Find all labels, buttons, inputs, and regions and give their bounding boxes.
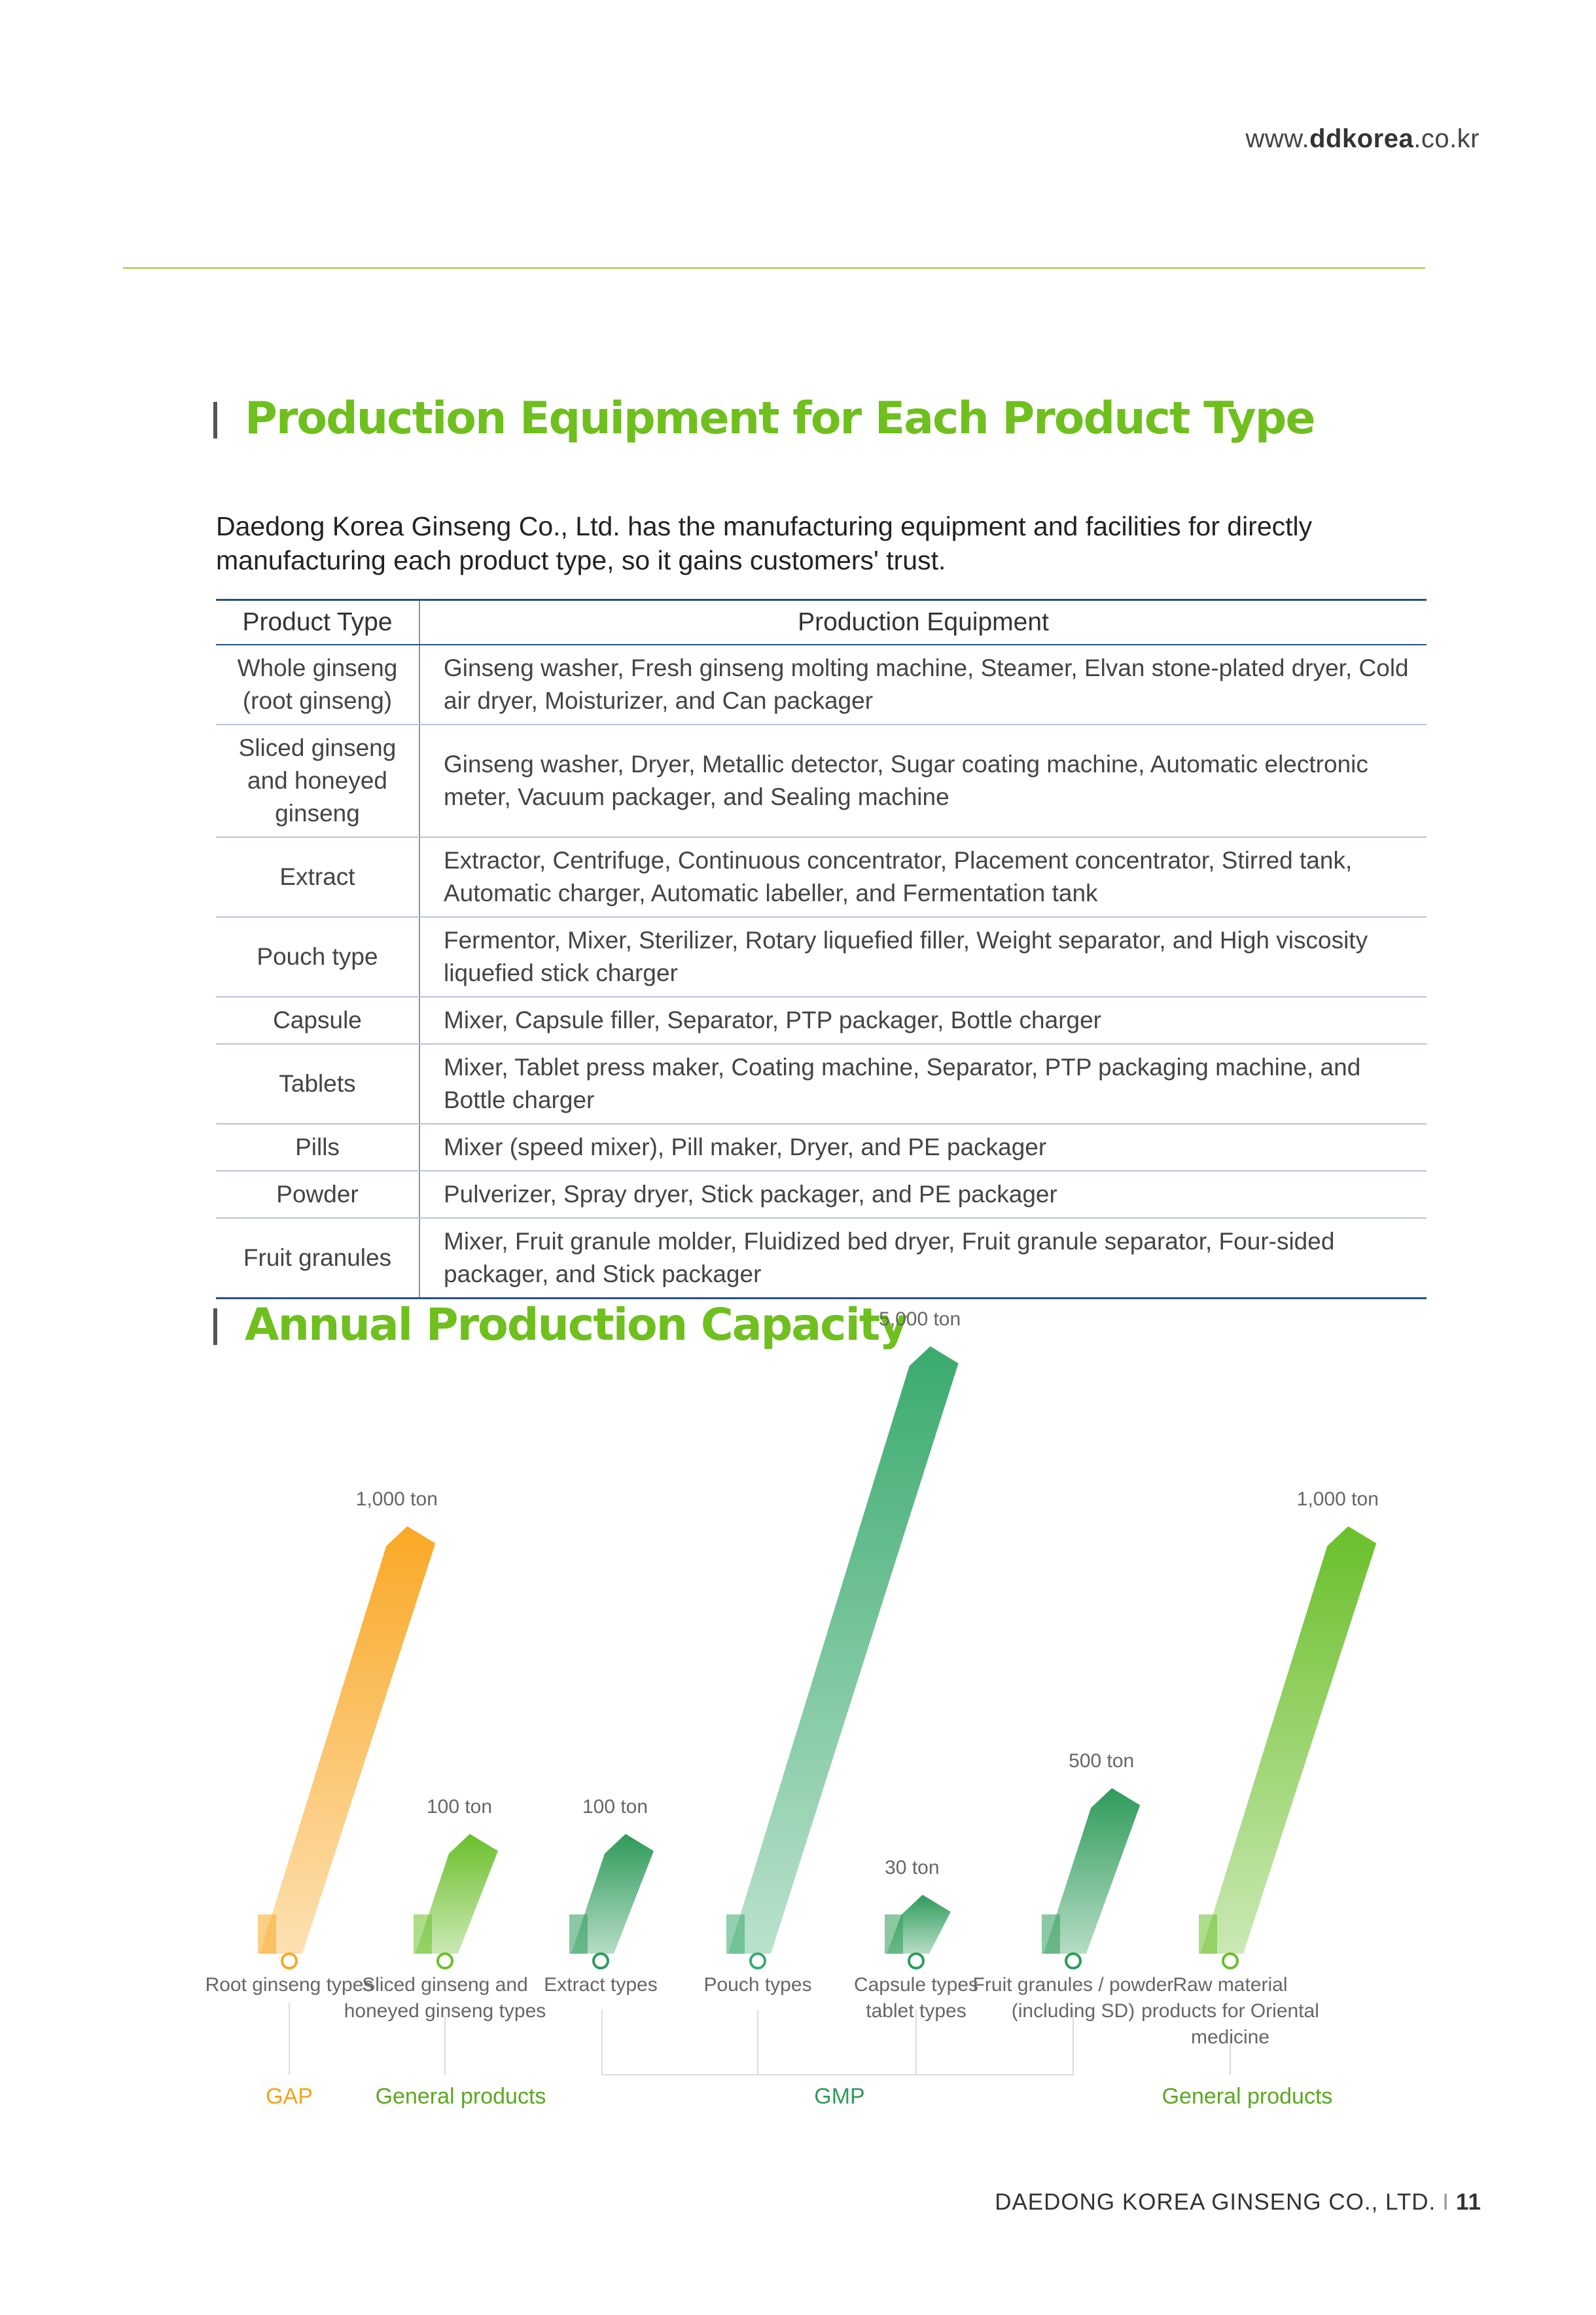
- bar-value-label: 100 ton: [582, 1796, 648, 1818]
- category-label: Extract types: [544, 1974, 657, 1996]
- production-equipment-cell: Extractor, Centrifuge, Continuous concen…: [419, 837, 1427, 918]
- category-label: Raw material: [1173, 1974, 1287, 1996]
- product-type-cell: Powder: [216, 1171, 420, 1219]
- equipment-section-title: Production Equipment for Each Product Ty…: [213, 393, 1316, 444]
- group-label: General products: [1162, 2084, 1333, 2109]
- capacity-section-title: Annual Production Capacity: [213, 1299, 908, 1351]
- category-label: medicine: [1191, 2026, 1269, 2048]
- group-label: GMP: [814, 2084, 864, 2109]
- product-type-cell: Pills: [216, 1124, 420, 1172]
- capacity-bar: [728, 1346, 959, 1954]
- title-bar-mark: [213, 402, 217, 439]
- product-type-cell: Sliced ginseng and honeyed ginseng: [216, 725, 420, 838]
- category-label: Fruit granules / powder: [973, 1974, 1174, 1996]
- category-label: Pouch types: [703, 1974, 811, 1996]
- table-row: Fruit granules Mixer, Fruit granule molde…: [216, 1218, 1427, 1299]
- bar-value-label: 1,000 ton: [1297, 1488, 1379, 1510]
- capacity-chart: 1,000 ton Root ginseng types 100 ton Sliced…: [205, 1308, 1379, 2109]
- category-label: honeyed ginseng types: [344, 2000, 546, 2022]
- capacity-bar: [887, 1895, 951, 1954]
- col-header-product-type: Product Type: [216, 599, 420, 645]
- bar-base-marker: [592, 1952, 609, 1969]
- production-equipment-cell: Pulverizer, Spray dryer, Stick packager,…: [419, 1171, 1427, 1219]
- table-row: Pouch type Fermentor, Mixer, Sterilizer, …: [216, 917, 1427, 997]
- capacity-bar: [571, 1834, 654, 1954]
- col-header-production-equipment: Production Equipment: [419, 599, 1427, 645]
- bar-base-marker: [908, 1952, 925, 1969]
- table-row: Pills Mixer (speed mixer), Pill maker, Dr…: [216, 1124, 1427, 1172]
- bar-value-label: 30 ton: [885, 1857, 939, 1878]
- product-type-cell: Tablets: [216, 1044, 420, 1124]
- production-equipment-cell: Mixer, Tablet press maker, Coating machi…: [419, 1044, 1427, 1124]
- capacity-bar: [1044, 1788, 1141, 1954]
- production-equipment-cell: Ginseng washer, Fresh ginseng molting ma…: [419, 645, 1427, 725]
- bar-base-marker: [281, 1952, 298, 1969]
- category-label: Sliced ginseng and: [362, 1974, 528, 1996]
- capacity-bar: [416, 1834, 498, 1954]
- bar-base-marker: [1065, 1952, 1082, 1969]
- footer-separator: I: [1442, 2189, 1449, 2215]
- page-number: 11: [1456, 2189, 1481, 2215]
- equipment-table-body: Whole ginseng (root ginseng) Ginseng wash…: [216, 645, 1427, 1299]
- capacity-bar: [1201, 1526, 1377, 1954]
- production-equipment-cell: Ginseng washer, Dryer, Metallic detector…: [419, 725, 1427, 838]
- product-type-cell: Extract: [216, 837, 420, 918]
- bar-value-label: 100 ton: [427, 1796, 492, 1818]
- product-type-cell: Capsule: [216, 997, 420, 1045]
- table-row: Sliced ginseng and honeyed ginseng Ginsen…: [216, 725, 1427, 838]
- footer-company: DAEDONG KOREA GINSENG CO., LTD.: [995, 2189, 1436, 2215]
- production-equipment-cell: Fermentor, Mixer, Sterilizer, Rotary liq…: [419, 917, 1427, 997]
- table-row: Powder Pulverizer, Spray dryer, Stick pac…: [216, 1171, 1427, 1219]
- product-type-cell: Whole ginseng (root ginseng): [216, 645, 420, 725]
- table-header-row: Product Type Production Equipment: [216, 599, 1427, 645]
- production-equipment-cell: Mixer, Fruit granule molder, Fluidized b…: [419, 1218, 1427, 1299]
- bar-base-marker: [1222, 1952, 1239, 1969]
- table-row: Extract Extractor, Centrifuge, Continuous…: [216, 837, 1427, 918]
- equipment-table: Product Type Production Equipment Whole …: [216, 599, 1427, 1299]
- table-row: Whole ginseng (root ginseng) Ginseng wash…: [216, 645, 1427, 725]
- category-label: tablet types: [866, 2000, 966, 2022]
- title-bar-mark: [213, 1308, 217, 1345]
- group-label: General products: [376, 2084, 546, 2109]
- page-footer: DAEDONG KOREA GINSENG CO., LTD. I 11: [995, 2189, 1481, 2216]
- header-divider: [123, 267, 1425, 269]
- bar-base-marker: [749, 1952, 766, 1969]
- category-label: Root ginseng types: [205, 1974, 374, 1996]
- table-row: Tablets Mixer, Tablet press maker, Coatin…: [216, 1044, 1427, 1124]
- category-label: (including SD): [1012, 2000, 1135, 2022]
- group-label: GAP: [266, 2084, 313, 2109]
- bar-value-label: 1,000 ton: [356, 1488, 438, 1510]
- category-label: Capsule types: [854, 1974, 978, 1996]
- production-equipment-cell: Mixer (speed mixer), Pill maker, Dryer, …: [419, 1124, 1427, 1172]
- product-type-cell: Fruit granules: [216, 1218, 420, 1299]
- equipment-intro: Daedong Korea Ginseng Co., Ltd. has the …: [216, 511, 1313, 575]
- category-label: products for Oriental: [1141, 2000, 1319, 2022]
- product-type-cell: Pouch type: [216, 917, 420, 997]
- bar-value-label: 500 ton: [1069, 1750, 1134, 1772]
- website-url[interactable]: www.ddkorea.co.kr: [1245, 124, 1480, 153]
- capacity-bar: [260, 1526, 436, 1954]
- bar-base-marker: [436, 1952, 453, 1969]
- bar-value-label: 5,000 ton: [879, 1308, 961, 1330]
- production-equipment-cell: Mixer, Capsule filler, Separator, PTP pa…: [419, 997, 1427, 1045]
- table-row: Capsule Mixer, Capsule filler, Separator,…: [216, 997, 1427, 1045]
